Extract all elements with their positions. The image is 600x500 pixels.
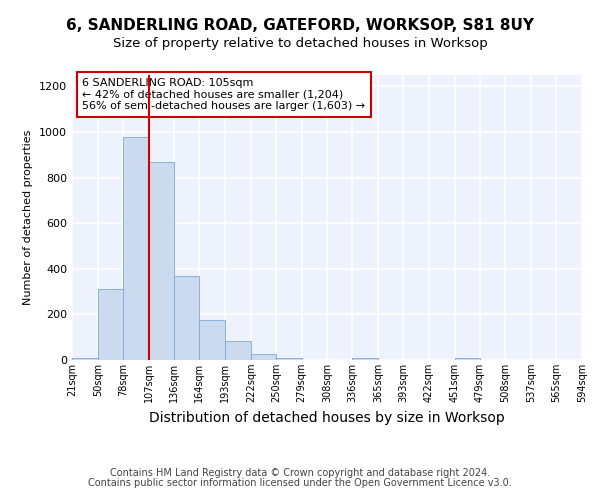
Text: 6 SANDERLING ROAD: 105sqm
← 42% of detached houses are smaller (1,204)
56% of se: 6 SANDERLING ROAD: 105sqm ← 42% of detac… (82, 78, 365, 111)
Bar (175, 276, 199, 360)
Text: 6, SANDERLING ROAD, GATEFORD, WORKSOP, S81 8UY: 6, SANDERLING ROAD, GATEFORD, WORKSOP, S… (66, 18, 534, 32)
Bar (455, 358, 479, 360)
Bar (123, 136, 149, 360)
Text: Contains HM Land Registry data © Crown copyright and database right 2024.: Contains HM Land Registry data © Crown c… (110, 468, 490, 477)
Bar (225, 340, 251, 360)
Y-axis label: Number of detached properties: Number of detached properties (23, 130, 34, 305)
Bar (98, 290, 123, 360)
Bar (199, 320, 225, 360)
Bar (352, 358, 378, 360)
Bar (72, 358, 98, 360)
Bar (149, 162, 175, 360)
Text: Contains public sector information licensed under the Open Government Licence v3: Contains public sector information licen… (88, 478, 512, 488)
Bar (276, 358, 302, 360)
X-axis label: Distribution of detached houses by size in Worksop: Distribution of detached houses by size … (149, 410, 505, 424)
Text: Size of property relative to detached houses in Worksop: Size of property relative to detached ho… (113, 38, 487, 51)
Bar (251, 354, 276, 360)
